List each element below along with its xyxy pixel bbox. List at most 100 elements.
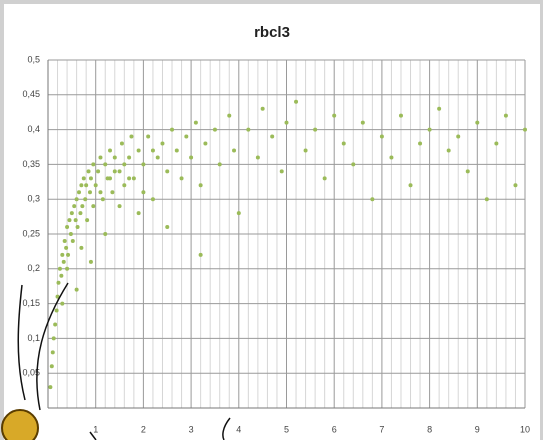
point [91,162,95,166]
point [65,225,69,229]
point [60,253,64,257]
x-tick-label: 10 [520,424,530,434]
point [447,148,451,152]
point [120,142,124,146]
point [89,260,93,264]
point [485,197,489,201]
point [175,148,179,152]
point [380,135,384,139]
y-tick-label: 0,15 [22,298,40,308]
point [75,197,79,201]
point [137,148,141,152]
point [428,128,432,132]
point [118,204,122,208]
point [213,128,217,132]
point [84,183,88,187]
point [80,204,84,208]
point [160,142,164,146]
point [50,364,54,368]
x-tick-label: 7 [379,424,384,434]
point [180,176,184,180]
point [98,155,102,159]
point [87,169,91,173]
point [165,225,169,229]
y-tick-label: 0,25 [22,228,40,238]
point [113,155,117,159]
x-tick-label: 9 [475,424,480,434]
point [504,114,508,118]
point [313,128,317,132]
point [70,211,74,215]
point [103,162,107,166]
point [513,183,517,187]
point [127,155,131,159]
point [218,162,222,166]
point [137,211,141,215]
point [65,267,69,271]
point [94,183,98,187]
point [56,281,60,285]
point [132,176,136,180]
point [129,135,133,139]
point [77,190,81,194]
point [55,309,59,313]
chart-title: rbcl3 [254,24,290,41]
point [361,121,365,125]
point [60,302,64,306]
point [48,385,52,389]
point [332,114,336,118]
x-tick-label: 6 [332,424,337,434]
y-tick-label: 0,35 [22,159,40,169]
point [108,176,112,180]
point [261,107,265,111]
point [170,128,174,132]
point [122,162,126,166]
point [342,142,346,146]
point [280,169,284,173]
point [63,239,67,243]
point [194,121,198,125]
point [88,190,92,194]
point [466,169,470,173]
point [189,155,193,159]
point [113,169,117,173]
point [199,183,203,187]
point [475,121,479,125]
point [89,176,93,180]
point [151,148,155,152]
doodle-icon [2,410,38,440]
point [285,121,289,125]
point [91,204,95,208]
chart: rbcl3 0,050,10,150,20,250,30,350,40,450,… [0,0,543,440]
point [370,197,374,201]
point [75,288,79,292]
point [53,322,57,326]
point [96,169,100,173]
point [118,169,122,173]
point [101,197,105,201]
y-tick-label: 0,2 [27,263,40,273]
y-tick-label: 0,1 [27,333,40,343]
point [141,162,145,166]
point [151,197,155,201]
point [304,148,308,152]
point [58,267,62,271]
point [399,114,403,118]
point [351,162,355,166]
point [74,218,78,222]
point [51,350,55,354]
point [110,190,114,194]
point [103,232,107,236]
x-tick-label: 1 [93,424,98,434]
x-tick-label: 3 [189,424,194,434]
point [294,100,298,104]
point [203,142,207,146]
point [76,225,80,229]
point [494,142,498,146]
point [165,169,169,173]
point [237,211,241,215]
point [52,336,56,340]
point [67,218,71,222]
point [523,128,527,132]
point [389,155,393,159]
